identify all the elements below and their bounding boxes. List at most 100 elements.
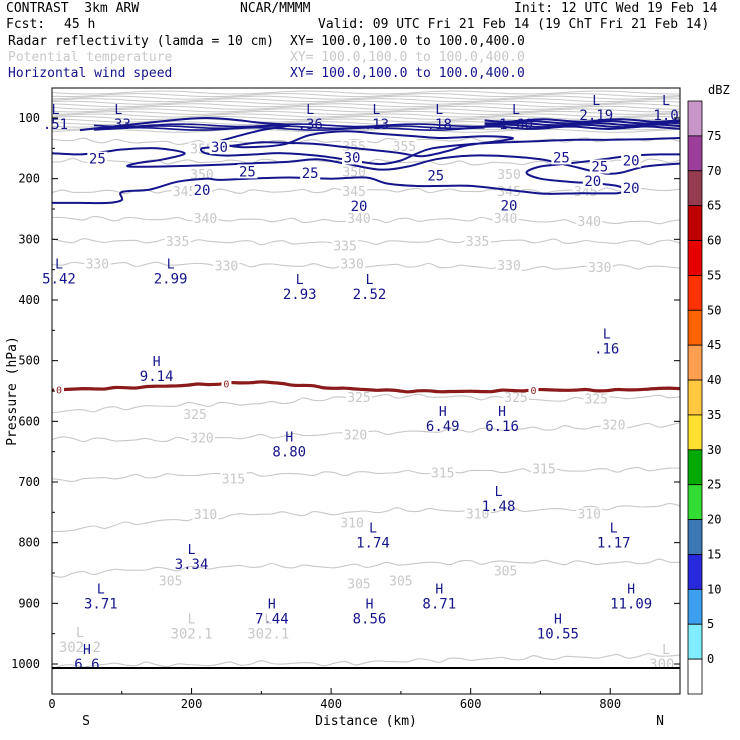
colorbar-swatch [687, 623, 703, 660]
extremum-kind: L [373, 103, 381, 118]
theta-label-bg [576, 215, 603, 229]
theta-label: 305 [159, 574, 182, 589]
theta-label: 310 [194, 508, 217, 523]
theta-label-bg [84, 257, 111, 271]
extremum-kind: H [498, 405, 506, 420]
dbz-zero-label: 0 [56, 386, 62, 397]
theta-label-bg [332, 239, 359, 253]
hatch-line [52, 115, 680, 121]
reflectivity-zero-contour: 0 0 0 [52, 377, 680, 397]
colorbar-level: 35 [707, 408, 721, 422]
theta-label: 330 [215, 259, 238, 274]
extremum-kind: L [264, 613, 272, 628]
model-title: CONTRAST 3km ARW [6, 1, 140, 16]
hatch-line [52, 98, 680, 103]
x-end-north: N [656, 714, 664, 729]
y-tick-label: 800 [18, 536, 40, 550]
valid-time: Valid: 09 UTC Fri 21 Feb 14 (19 ChT Fri … [318, 17, 710, 32]
extremum-value: 7.44 [255, 611, 289, 627]
y-tick-label: 1000 [11, 657, 40, 671]
colorbar-swatch [687, 554, 703, 590]
extremum-value: .18 [427, 117, 452, 133]
x-axis-title: Distance (km) [315, 714, 417, 729]
extremum-kind: L [296, 273, 304, 288]
extremum-kind: L [495, 485, 503, 500]
extremum-kind: H [366, 597, 374, 612]
extremum-value: 1.17 [597, 536, 631, 552]
theta-label-bg [387, 574, 414, 588]
theta-label-bg [213, 259, 240, 273]
theta-label: 345 [342, 185, 365, 200]
theta-label: 340 [494, 212, 517, 227]
theta-contour-310 [52, 503, 680, 533]
extremum-kind: L [55, 258, 63, 273]
extremum-value: 302.1 [247, 627, 289, 643]
field-reflectivity-xy: XY= 100.0,100.0 to 100.0,400.0 [290, 34, 525, 49]
theta-label-bg [171, 184, 198, 198]
extremum-kind: L [188, 613, 196, 628]
theta-label-bg [496, 167, 523, 181]
theta-label: 340 [347, 212, 370, 227]
wind-label: 30 [344, 150, 361, 166]
colorbar-swatch [687, 658, 703, 695]
extremum-kind: L [603, 327, 611, 342]
wind-label: 25 [302, 166, 319, 182]
extremum-kind: H [554, 613, 562, 628]
extremum-value: 1.60 [499, 117, 533, 133]
theta-label: 330 [588, 261, 611, 276]
theta-label: 315 [431, 466, 454, 481]
dbz-zero-line [52, 380, 680, 394]
theta-contour-315 [52, 466, 680, 482]
extremum-value: 8.80 [272, 445, 306, 461]
wind-jet-core [484, 125, 680, 130]
theta-label: 320 [344, 429, 367, 444]
extremum-value: .33 [106, 117, 131, 133]
theta-label-bg [464, 507, 491, 521]
fcst-label: Fcst: [6, 17, 46, 32]
extremum-kind: L [369, 522, 377, 537]
extremum-kind: H [268, 597, 276, 612]
extremum-kind: H [83, 643, 91, 658]
hatch-line [52, 110, 680, 115]
wind-label: 25 [427, 169, 444, 185]
fcst-value: 45 h [64, 17, 96, 32]
colorbar-level: 65 [707, 199, 721, 213]
theta-label: 310 [578, 508, 601, 523]
colorbar-level: 70 [707, 164, 721, 178]
colorbar-level: 55 [707, 268, 721, 282]
hatch-line [52, 103, 680, 108]
extremum-value: 2.93 [283, 287, 317, 303]
extremum-kind: L [662, 94, 670, 109]
field-theta: Potential temperature [8, 50, 173, 65]
wind-label-bg [425, 168, 446, 183]
wind-label-bg [621, 180, 642, 195]
wind-jet-core [484, 123, 680, 129]
theta-label: 305 [389, 574, 412, 589]
extremum-value: 10.55 [537, 627, 579, 643]
extremum-value: 2.52 [353, 287, 387, 303]
theta-label: 340 [578, 215, 601, 230]
extremum-value: .16 [594, 341, 619, 357]
extremum-value: 3.71 [84, 596, 118, 612]
extremum-value: 6.49 [426, 419, 460, 435]
dbz-label-bg [528, 383, 539, 395]
theta-label-bg [586, 261, 613, 275]
field-wind: Horizontal wind speed [8, 66, 173, 81]
extremum-kind: L [167, 258, 175, 273]
theta-label: 310 [340, 517, 363, 532]
colorbar-level: 40 [707, 373, 721, 387]
theta-label-bg [342, 428, 369, 442]
theta-label: 335 [333, 239, 356, 254]
field-wind-xy: XY= 100.0,100.0 to 100.0,400.0 [290, 66, 525, 81]
extremum-kind: L [114, 103, 122, 118]
theta-label-bg [341, 184, 368, 198]
wind-label-bg [237, 164, 258, 179]
wind-label: 20 [623, 181, 640, 197]
x-tick-label: 800 [599, 697, 621, 711]
wind-label: 20 [623, 153, 640, 169]
colorbar-swatch [687, 414, 703, 451]
colorbar-swatch [687, 484, 703, 520]
